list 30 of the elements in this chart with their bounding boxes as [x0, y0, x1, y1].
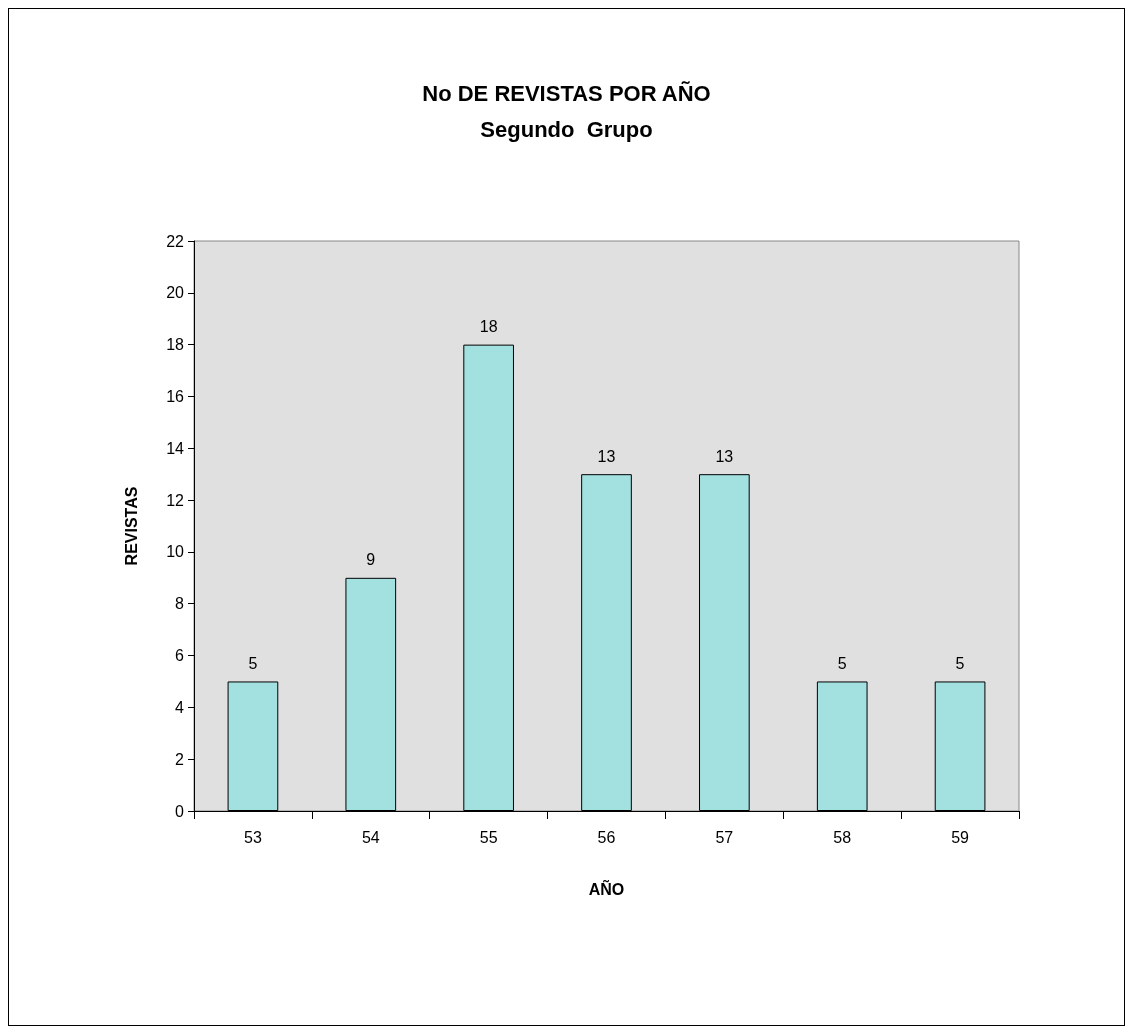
y-axis-title: REVISTAS [122, 486, 140, 566]
x-tick-label: 54 [361, 828, 380, 846]
x-tick-label: 58 [833, 828, 852, 846]
data-label: 13 [715, 447, 734, 465]
y-tick-label: 22 [166, 232, 185, 250]
x-tick-label: 56 [597, 828, 616, 846]
x-tick-label: 57 [715, 828, 734, 846]
y-tick-label: 20 [166, 284, 185, 302]
y-tick-label: 6 [175, 647, 185, 665]
x-tick-label: 59 [951, 828, 970, 846]
y-tick-label: 12 [166, 491, 185, 509]
y-tick-label: 18 [166, 336, 185, 354]
x-tick-label: 53 [244, 828, 262, 846]
y-tick-label: 10 [166, 543, 185, 561]
data-label: 13 [597, 447, 616, 465]
y-tick-label: 4 [175, 698, 185, 716]
chart-title: No DE REVISTAS POR AÑO [422, 80, 711, 106]
x-tick-label: 55 [479, 828, 498, 846]
data-label: 18 [479, 318, 498, 336]
x-axis-title: AÑO [588, 878, 625, 898]
y-tick-label: 16 [166, 387, 185, 405]
y-tick-label: 0 [175, 802, 185, 820]
data-label: 5 [837, 654, 847, 672]
data-label: 5 [955, 654, 965, 672]
data-label: 5 [248, 654, 258, 672]
y-tick-label: 2 [175, 750, 185, 768]
y-tick-label: 8 [175, 595, 185, 613]
data-label: 9 [366, 551, 376, 569]
chart-subtitle: Segundo Grupo [480, 116, 653, 142]
y-tick-label: 14 [166, 439, 185, 457]
